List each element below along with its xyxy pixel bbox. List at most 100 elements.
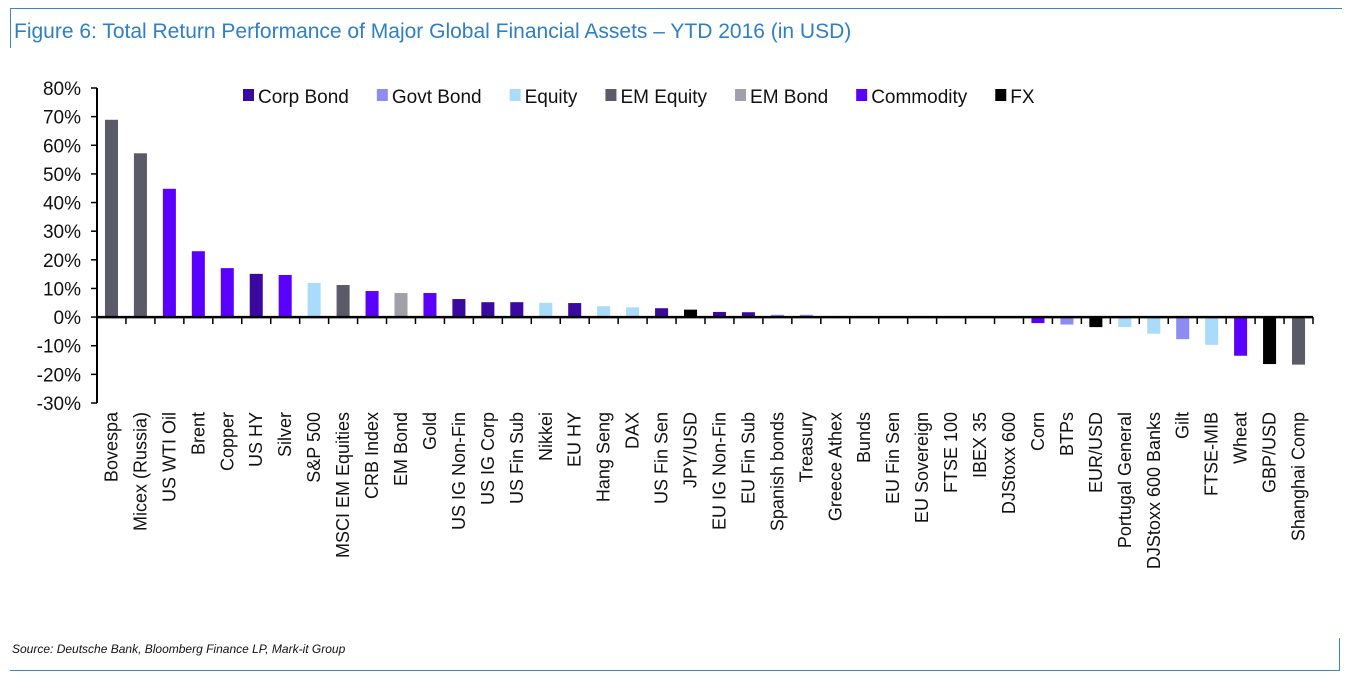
x-tick-label: US Fin Sen <box>652 412 672 504</box>
legend-swatch-corp-bond <box>243 89 254 101</box>
legend-swatch-em-bond <box>735 89 747 101</box>
bar-crb-index <box>365 291 379 318</box>
x-tick-label: EU HY <box>565 412 585 467</box>
chart-title: Figure 6: Total Return Performance of Ma… <box>14 20 852 43</box>
bar-corn <box>1031 317 1045 324</box>
legend-swatch-govt-bond <box>376 89 388 101</box>
frame-top-line <box>10 8 1342 9</box>
x-tick-label: IBEX 35 <box>970 412 990 478</box>
x-tick-label: US IG Non-Fin <box>449 412 469 530</box>
bar-msci-em-equities <box>336 285 350 318</box>
y-tick-label: 50% <box>43 165 81 186</box>
x-tick-label: US HY <box>246 412 266 467</box>
x-tick-label: EU Fin Sub <box>738 412 758 504</box>
x-tick-label: Treasury <box>796 412 816 482</box>
legend-label: EM Bond <box>750 87 828 108</box>
bar-us-wti-oil <box>162 188 176 318</box>
bar-ftse-mib <box>1205 317 1219 345</box>
y-tick-label: -20% <box>37 365 81 386</box>
x-tick-label: Wheat <box>1231 412 1251 464</box>
x-tick-label: EUR/USD <box>1086 412 1106 493</box>
bar-us-ig-non-fin <box>452 299 466 318</box>
x-tick-label: US IG Corp <box>478 412 498 505</box>
y-tick-label: 20% <box>43 251 81 272</box>
x-tick-label: GBP/USD <box>1260 412 1280 493</box>
bar-us-fin-sen <box>655 308 669 318</box>
y-tick-label: 80% <box>43 79 81 100</box>
x-tick-label: CRB Index <box>362 412 382 499</box>
bar-us-ig-corp <box>481 302 495 318</box>
bar-eu-hy <box>568 303 582 318</box>
frame-bottom-line <box>10 670 1340 671</box>
bar-djstoxx-600-banks <box>1147 317 1161 334</box>
x-tick-label: FTSE-MIB <box>1202 412 1222 496</box>
bar-eur-usd <box>1089 317 1103 328</box>
x-tick-label: Gilt <box>1173 412 1193 439</box>
x-tick-label: Micex (Russia) <box>130 412 150 531</box>
bar-micex-russia- <box>133 153 147 318</box>
x-tick-label: Silver <box>275 412 295 457</box>
x-tick-label: Bunds <box>854 412 874 463</box>
x-tick-label: Corn <box>1028 412 1048 451</box>
x-tick-label: Hang Seng <box>594 412 614 502</box>
bar-us-hy <box>249 273 263 318</box>
x-tick-label: EM Bond <box>391 412 411 486</box>
bar-gbp-usd <box>1263 317 1277 365</box>
legend-swatch-em-equity <box>605 89 617 101</box>
legend-label: Corp Bond <box>258 87 349 108</box>
x-tick-label: US Fin Sub <box>507 412 527 504</box>
bar-gilt <box>1176 317 1190 340</box>
bar-hang-seng <box>597 306 611 318</box>
frame-right-line <box>1339 638 1340 670</box>
bar-bovespa <box>104 119 118 318</box>
bar-em-bond <box>394 293 408 318</box>
legend-swatch-fx <box>995 89 1007 101</box>
legend-label: EM Equity <box>620 87 707 108</box>
y-tick-label: 40% <box>43 194 81 215</box>
legend-swatch-commodity <box>856 89 868 101</box>
bar-brent <box>191 251 205 318</box>
bar-portugal-general <box>1118 317 1132 328</box>
x-tick-label: Brent <box>188 412 208 455</box>
x-tick-label: DAX <box>623 412 643 449</box>
x-tick-label: EU IG Non-Fin <box>709 412 729 530</box>
bar-eu-ig-non-fin <box>712 311 726 318</box>
x-tick-label: MSCI EM Equities <box>333 412 353 558</box>
bar-jpy-usd <box>684 309 698 318</box>
bar-gold <box>423 293 437 318</box>
legend-label: FX <box>1010 87 1035 108</box>
bar-copper <box>220 268 234 318</box>
x-tick-label: Gold <box>420 412 440 450</box>
x-tick-label: Portugal General <box>1115 412 1135 548</box>
y-tick-label: 0% <box>54 308 82 329</box>
x-tick-label: DJStoxx 600 Banks <box>1144 412 1164 569</box>
y-tick-label: 60% <box>43 136 81 157</box>
x-tick-label: US WTI Oil <box>159 412 179 502</box>
x-tick-label: Spanish bonds <box>767 412 787 531</box>
bar-dax <box>626 307 640 318</box>
y-tick-label: -10% <box>37 337 81 358</box>
x-tick-label: S&P 500 <box>304 412 324 483</box>
x-tick-label: JPY/USD <box>681 412 701 488</box>
bar-chart: 80% 70% 60% 50% 40% 30% 20% 10% 0% -10% -20% -30% Bo… <box>37 79 1314 569</box>
bar-s-p-500 <box>307 283 321 318</box>
x-tick-label: DJStoxx 600 <box>999 412 1019 514</box>
x-tick-label: EU Sovereign <box>912 412 932 523</box>
x-tick-label: BTPs <box>1057 412 1077 456</box>
legend-swatch-equity <box>509 89 521 101</box>
bar-eu-fin-sub <box>741 312 755 318</box>
frame-left-line <box>10 8 11 48</box>
y-tick-label: 10% <box>43 279 81 300</box>
x-tick-label: EU Fin Sen <box>883 412 903 504</box>
x-tick-label: Bovespa <box>101 411 121 482</box>
bar-nikkei <box>539 302 553 318</box>
x-tick-label: FTSE 100 <box>941 412 961 493</box>
legend-label: Commodity <box>871 87 968 108</box>
x-tick-label: Shanghai Comp <box>1289 412 1309 541</box>
x-tick-label: Copper <box>217 412 237 471</box>
bar-us-fin-sub <box>510 302 524 318</box>
y-tick-label: -30% <box>37 394 81 415</box>
bar-btps <box>1060 317 1074 325</box>
legend-label: Equity <box>525 87 578 108</box>
bar-silver <box>278 274 292 318</box>
